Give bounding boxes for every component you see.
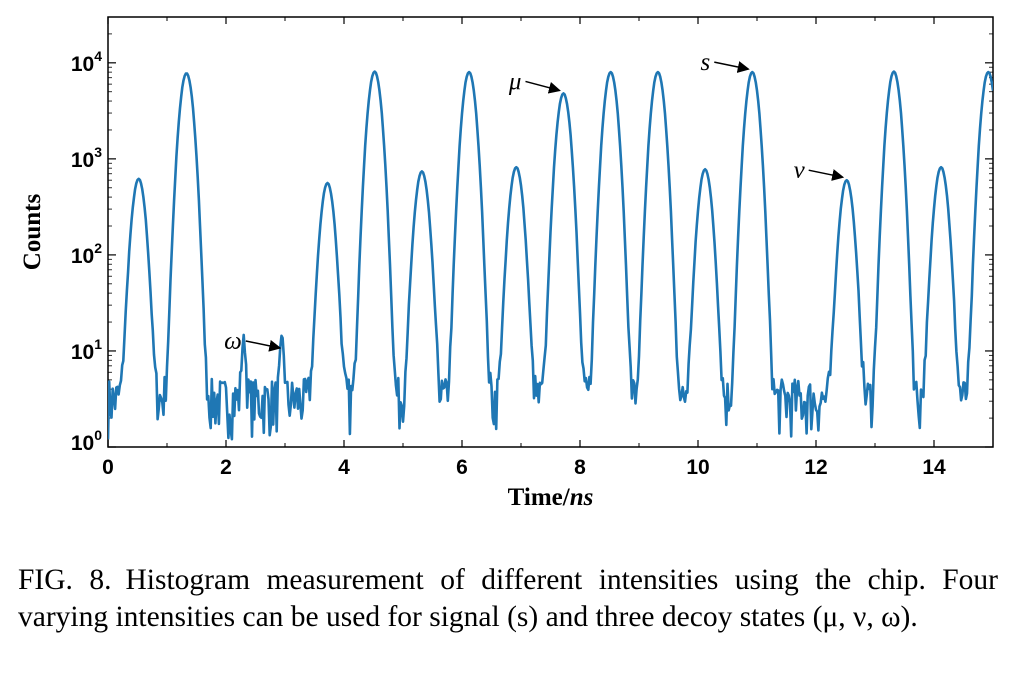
y-axis-title: Counts	[19, 194, 46, 271]
annotation-label: ω	[224, 328, 242, 355]
x-tick-label: 14	[922, 456, 946, 479]
y-tick-label: 104	[71, 48, 102, 76]
figure-caption: FIG. 8. Histogram measurement of differen…	[18, 562, 998, 636]
histogram-chart: 0 2 4 6 8 10 12 14 100 101 102 103 104 ω μ s ν Counts Ti…	[19, 16, 994, 511]
annotation-arrow	[525, 80, 561, 94]
data-series-line	[108, 70, 993, 441]
annotation-label: s	[701, 49, 711, 76]
x-tick-label: 6	[456, 456, 468, 479]
caption-label: FIG. 8.	[18, 564, 112, 596]
x-tick-label: 8	[574, 456, 586, 479]
y-tick-label: 100	[71, 427, 102, 455]
annotation-arrow	[808, 169, 845, 181]
caption-text: Histogram measurement of different inten…	[18, 564, 998, 633]
x-tick-label: 2	[220, 456, 232, 479]
y-tick-label: 101	[71, 336, 102, 364]
y-tick-label: 103	[71, 144, 102, 172]
x-tick-label: 0	[102, 456, 114, 479]
x-axis-title: Time/ns	[508, 484, 594, 511]
x-tick-label: 12	[804, 456, 827, 479]
annotation-label: μ	[508, 68, 522, 95]
plot-area: 0 2 4 6 8 10 12 14 100 101 102 103 104 ω μ s ν	[71, 16, 994, 479]
y-tick-label: 102	[71, 240, 102, 268]
x-tick-label: 10	[686, 456, 709, 479]
plot-frame	[107, 16, 994, 448]
annotation-arrow	[245, 339, 282, 352]
annotation-arrow	[714, 61, 750, 73]
x-tick-label: 4	[338, 456, 350, 479]
annotation-label: ν	[794, 157, 806, 184]
